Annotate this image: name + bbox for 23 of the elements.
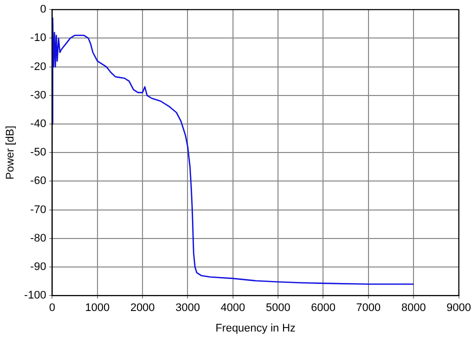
- y-tick-label: -30: [30, 89, 46, 102]
- y-tick-label: -80: [30, 232, 46, 244]
- y-tick-label: -90: [30, 261, 46, 274]
- x-tick-label: 3000: [175, 302, 200, 314]
- y-tick-label: -50: [30, 146, 46, 159]
- y-tick-label: -60: [30, 175, 46, 188]
- y-tick-label: -20: [30, 60, 46, 73]
- y-axis-title: Power [dB]: [4, 126, 17, 180]
- y-tick-label: -10: [30, 32, 46, 44]
- x-tick-label: 9000: [446, 302, 472, 314]
- x-tick-label: 6000: [311, 302, 336, 314]
- y-tick-label: -70: [30, 204, 46, 216]
- x-tick-label: 4000: [220, 302, 246, 314]
- y-tick-label: 0: [40, 4, 46, 16]
- x-tick-label: 8000: [401, 302, 426, 314]
- x-tick-label: 5000: [266, 302, 290, 314]
- x-axis-title: Frequency in Hz: [215, 322, 296, 334]
- x-tick-label: 2000: [130, 302, 155, 314]
- x-tick-label: 1000: [85, 302, 110, 314]
- x-tick-label: 7000: [356, 302, 381, 314]
- y-tick-label: -100: [24, 290, 46, 302]
- x-tick-label: 0: [49, 302, 56, 314]
- y-tick-label: -40: [30, 118, 46, 130]
